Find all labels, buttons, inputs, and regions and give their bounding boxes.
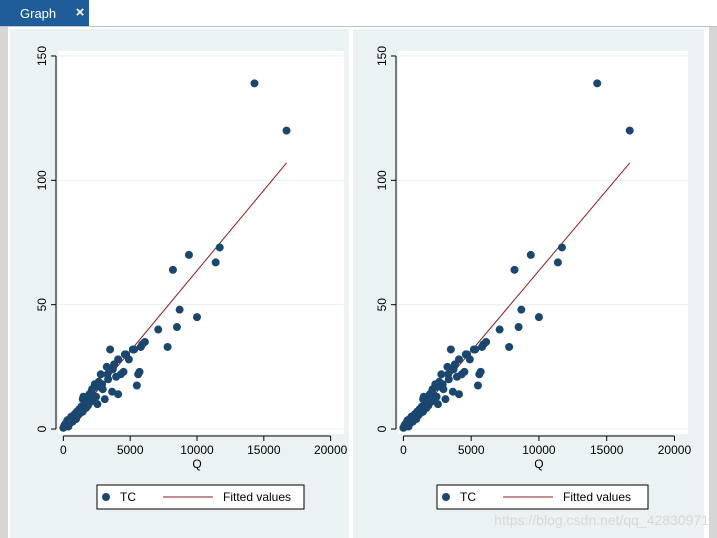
tab-title: Graph	[20, 5, 57, 21]
x-tick-label-3: 15000	[247, 443, 281, 457]
tc-point	[282, 126, 291, 135]
tc-point	[505, 342, 514, 351]
legend-tc-label: TC	[120, 490, 136, 504]
tc-point	[92, 392, 101, 401]
tc-point	[98, 380, 107, 389]
x-tick-label-0: 0	[60, 443, 67, 457]
tc-point	[517, 305, 526, 314]
legend-tc-label: TC	[460, 490, 476, 504]
tc-point	[438, 380, 447, 389]
y-tick-label-1: 50	[35, 298, 49, 312]
tc-point	[526, 250, 535, 259]
y-tick-label-1: 50	[375, 298, 389, 312]
tc-point	[461, 350, 470, 359]
tc-point	[114, 390, 123, 399]
x-axis-title: Q	[192, 457, 201, 471]
window-frame-right	[709, 27, 717, 538]
y-tick-label-3: 150	[375, 46, 389, 66]
tc-point	[471, 345, 480, 354]
x-tick-label-4: 20000	[314, 443, 348, 457]
tc-point	[444, 370, 453, 379]
tc-point	[163, 342, 172, 351]
x-tick-label-1: 5000	[458, 443, 485, 457]
tc-point	[130, 345, 139, 354]
x-tick-label-2: 10000	[522, 443, 556, 457]
tc-point	[553, 258, 562, 267]
window-frame-left	[0, 27, 8, 538]
tc-point	[625, 126, 634, 135]
tc-point	[443, 362, 452, 371]
tc-point	[106, 345, 115, 354]
legend-fitted-label: Fitted values	[563, 490, 631, 504]
tc-point	[433, 400, 442, 409]
tc-point	[473, 381, 482, 390]
tc-point	[114, 355, 123, 364]
tc-point	[211, 258, 220, 267]
tc-point	[184, 250, 193, 259]
x-tick-label-3: 15000	[590, 443, 624, 457]
y-tick-label-0: 0	[375, 425, 389, 432]
tc-point	[437, 370, 446, 379]
x-tick-label-2: 10000	[180, 443, 214, 457]
legend-tc-marker	[102, 493, 110, 501]
tc-point	[108, 365, 117, 374]
tc-point	[175, 305, 184, 314]
tc-point	[510, 265, 519, 274]
tc-point	[138, 340, 147, 349]
tc-point	[93, 400, 102, 409]
y-tick-label-2: 100	[375, 170, 389, 190]
legend-tc-marker	[442, 493, 450, 501]
tc-point	[215, 243, 224, 252]
tc-point	[593, 79, 602, 88]
tc-point	[96, 370, 105, 379]
close-icon[interactable]: ×	[75, 4, 85, 21]
tc-point	[172, 323, 181, 332]
tc-point	[154, 325, 163, 334]
tc-point	[102, 362, 111, 371]
x-tick-label-1: 5000	[117, 443, 144, 457]
x-tick-label-0: 0	[400, 443, 407, 457]
y-tick-label-3: 150	[35, 46, 49, 66]
tc-point	[119, 367, 128, 376]
watermark-text: https://blog.csdn.net/qq_42830971	[494, 512, 709, 528]
tc-point	[479, 340, 488, 349]
tc-point	[448, 387, 457, 396]
x-tick-label-4: 20000	[658, 443, 692, 457]
tc-point	[135, 367, 144, 376]
y-tick-label-0: 0	[35, 425, 49, 432]
tc-point	[454, 390, 463, 399]
tc-point	[120, 350, 129, 359]
tc-point	[250, 79, 259, 88]
tc-point	[427, 387, 436, 396]
tc-point	[557, 243, 566, 252]
tc-point	[460, 367, 469, 376]
graph-panel-1: 0 50 100 150 0 5000 10000 15000 20000 Q TC Fitted v…	[10, 29, 349, 538]
tc-point	[423, 397, 432, 406]
tc-point	[476, 367, 485, 376]
tc-point	[87, 387, 96, 396]
graph-canvas: 0 50 100 150 0 5000 10000 15000 20000 Q TC Fitted v…	[0, 27, 717, 538]
tc-point	[100, 395, 109, 404]
tc-point	[103, 370, 112, 379]
tc-point	[449, 365, 458, 374]
tc-point	[168, 265, 177, 274]
y-tick-label-2: 100	[35, 170, 49, 190]
tab-graph[interactable]: Graph	[0, 0, 89, 26]
graph-panel-2: 0 50 100 150 0 5000 10000 15000 20000 Q TC Fitted v…	[353, 29, 704, 538]
tc-point	[534, 313, 543, 322]
tc-point	[514, 323, 523, 332]
tc-point	[192, 313, 201, 322]
tc-point	[432, 392, 441, 401]
tc-point	[446, 345, 455, 354]
tc-point	[83, 397, 92, 406]
tc-point	[108, 387, 117, 396]
legend-fitted-label: Fitted values	[223, 490, 291, 504]
tc-point	[132, 381, 141, 390]
tc-point	[441, 395, 450, 404]
tc-point	[454, 355, 463, 364]
tc-point	[495, 325, 504, 334]
tab-bar: Graph ×	[0, 0, 717, 27]
x-axis-title: Q	[534, 457, 543, 471]
